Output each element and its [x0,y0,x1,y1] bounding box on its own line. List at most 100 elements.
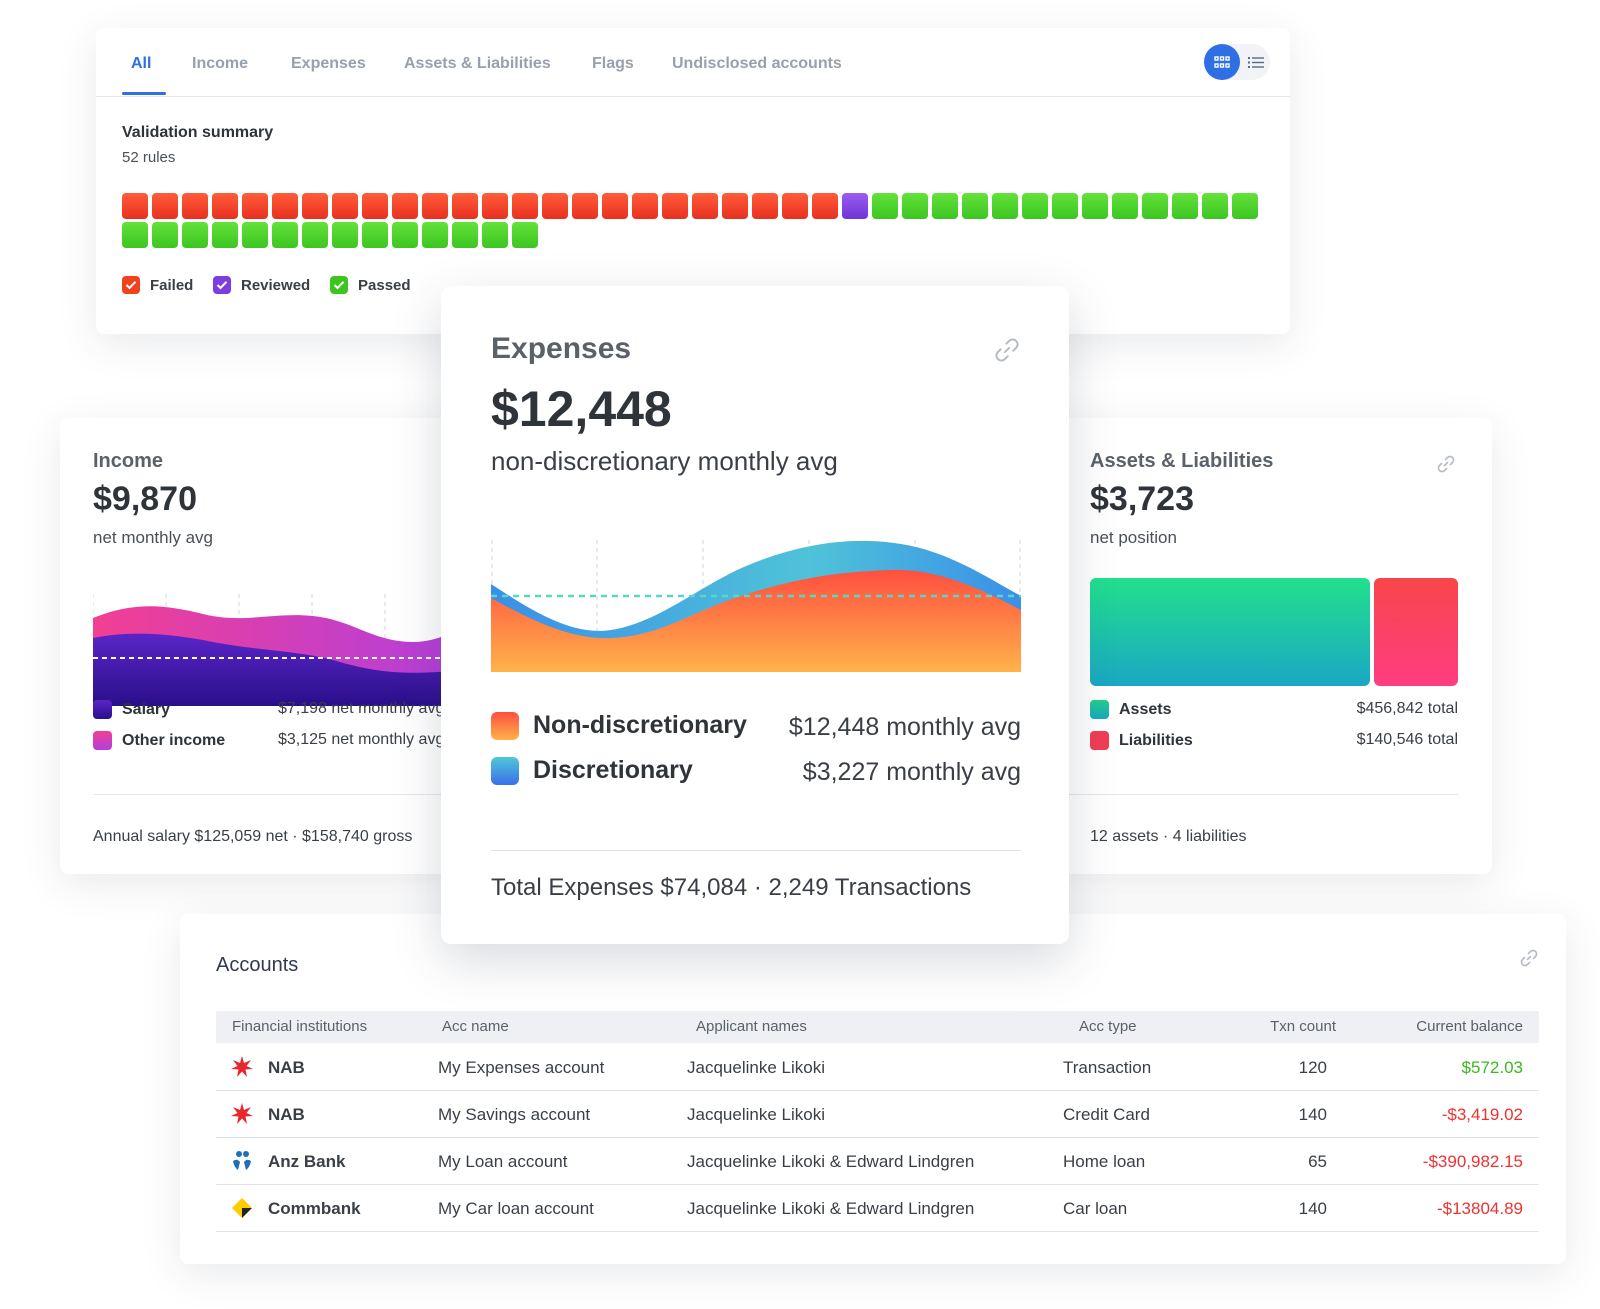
rule-square-passed[interactable] [1142,193,1168,219]
rule-square-failed[interactable] [572,193,598,219]
rule-square-failed[interactable] [812,193,838,219]
rule-square-passed[interactable] [362,222,388,248]
rule-square-passed[interactable] [1232,193,1258,219]
assets-liabilities-card[interactable]: Assets & Liabilities $3,723 net position… [1060,418,1492,874]
tab-all[interactable]: All [131,55,152,72]
rule-square-failed[interactable] [122,193,148,219]
rule-square-failed[interactable] [242,193,268,219]
bank-name: NAB [268,1058,305,1077]
list-view-button[interactable] [1238,44,1274,80]
link-icon[interactable] [1436,454,1456,474]
rule-square-passed[interactable] [212,222,238,248]
tab-income[interactable]: Income [192,55,249,72]
rule-square-passed[interactable] [422,222,448,248]
table-row[interactable]: Anz Bank My Loan account Jacquelinke Likok… [216,1137,1539,1185]
rule-square-passed[interactable] [512,222,538,248]
rule-square-failed[interactable] [452,193,478,219]
col-financial-institutions[interactable]: Financial institutions [232,1018,368,1035]
non-discretionary-label: Non-discretionary [533,711,747,739]
rule-square-passed[interactable] [122,222,148,248]
col-current-balance[interactable]: Current balance [1416,1018,1523,1035]
rule-square-failed[interactable] [212,193,238,219]
rule-square-failed[interactable] [182,193,208,219]
rule-square-passed[interactable] [872,193,898,219]
rule-square-passed[interactable] [272,222,298,248]
nab-star-icon [230,1102,254,1126]
legend-liabilities: Liabilities [1090,731,1193,750]
link-icon[interactable] [1519,948,1539,968]
rule-square-failed[interactable] [422,193,448,219]
rule-square-failed[interactable] [332,193,358,219]
col-acc-name[interactable]: Acc name [442,1018,509,1035]
rule-square-passed[interactable] [962,193,988,219]
legend-salary: Salary [93,700,170,719]
legend-failed: Failed [122,276,193,294]
rule-square-passed[interactable] [932,193,958,219]
rule-square-failed[interactable] [512,193,538,219]
rule-square-passed[interactable] [452,222,478,248]
rule-square-passed[interactable] [1112,193,1138,219]
bank-name: Commbank [268,1199,361,1218]
tab-flags[interactable]: Flags [592,55,634,72]
rule-square-passed[interactable] [902,193,928,219]
txn-count: 65 [1308,1152,1327,1171]
rule-square-passed[interactable] [302,222,328,248]
rule-square-failed[interactable] [302,193,328,219]
rule-square-failed[interactable] [152,193,178,219]
liabilities-label: Liabilities [1119,731,1193,749]
legend-non-discretionary: Non-discretionary [491,711,747,740]
bank-name: NAB [268,1105,305,1124]
table-row[interactable]: NAB My Savings account Jacquelinke Likoki C… [216,1090,1539,1138]
rule-square-passed[interactable] [1082,193,1108,219]
other-income-value: $3,125 net monthly avg [278,731,445,748]
rule-square-passed[interactable] [482,222,508,248]
rule-square-passed[interactable] [242,222,268,248]
expenses-area-chart [491,540,1021,672]
rule-square-passed[interactable] [1172,193,1198,219]
rule-square-passed[interactable] [1202,193,1228,219]
check-icon [330,276,348,294]
rule-square-passed[interactable] [1052,193,1078,219]
rule-square-failed[interactable] [272,193,298,219]
rule-square-failed[interactable] [362,193,388,219]
rule-square-failed[interactable] [662,193,688,219]
rule-square-reviewed[interactable] [842,193,868,219]
rule-square-failed[interactable] [632,193,658,219]
col-applicant-names[interactable]: Applicant names [696,1018,807,1035]
divider [1060,794,1458,795]
col-acc-type[interactable]: Acc type [1079,1018,1137,1035]
expenses-footer: Total Expenses $74,084 · 2,249 Transacti… [491,874,972,901]
grid-icon [1214,56,1230,68]
tab-assets-liabilities[interactable]: Assets & Liabilities [404,55,551,72]
table-row[interactable]: Commbank My Car loan account Jacquelinke L… [216,1184,1539,1232]
rule-square-failed[interactable] [602,193,628,219]
link-icon[interactable] [993,336,1021,364]
rule-square-failed[interactable] [782,193,808,219]
rule-square-failed[interactable] [752,193,778,219]
rule-square-failed[interactable] [692,193,718,219]
rule-square-passed[interactable] [332,222,358,248]
rule-square-passed[interactable] [992,193,1018,219]
tab-expenses[interactable]: Expenses [291,55,366,72]
rule-square-passed[interactable] [392,222,418,248]
applicant-names: Jacquelinke Likoki & Edward Lindgren [687,1199,975,1218]
grid-view-button[interactable] [1204,44,1240,80]
rule-square-failed[interactable] [722,193,748,219]
commbank-diamond-icon [230,1196,254,1220]
rule-square-passed[interactable] [152,222,178,248]
table-row[interactable]: NAB My Expenses account Jacquelinke Likoki… [216,1043,1539,1091]
rule-square-failed[interactable] [542,193,568,219]
expenses-card[interactable]: Expenses $12,448 non-discretionary month… [441,286,1069,944]
rule-square-passed[interactable] [1022,193,1048,219]
tab-undisclosed-accounts[interactable]: Undisclosed accounts [672,55,842,72]
liabilities-total: $140,546 total [1356,731,1458,748]
divider [491,850,1021,851]
applicant-names: Jacquelinke Likoki & Edward Lindgren [687,1152,975,1171]
current-balance: -$3,419.02 [1441,1105,1523,1124]
rule-square-passed[interactable] [182,222,208,248]
income-card[interactable]: Income $9,870 net monthly avg Salary $7,… [60,418,460,874]
rule-square-failed[interactable] [392,193,418,219]
col-txn-count[interactable]: Txn count [1270,1018,1336,1035]
legend-discretionary: Discretionary [491,756,693,785]
rule-square-failed[interactable] [482,193,508,219]
